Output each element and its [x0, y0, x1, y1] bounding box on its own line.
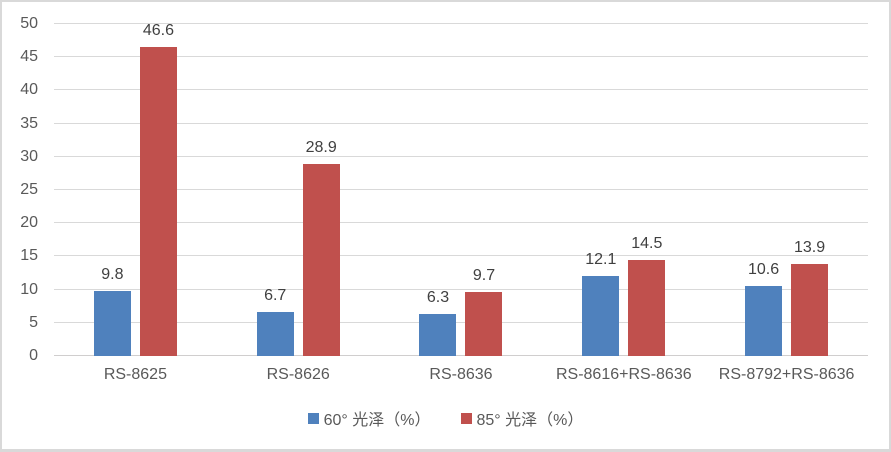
- gridline: [54, 222, 868, 224]
- bar-60deg-gloss: [256, 311, 294, 356]
- category-label: RS-8625: [103, 366, 167, 383]
- bar-value-label: 13.9: [794, 238, 826, 256]
- bar-group: 6.7 28.9: [217, 24, 380, 356]
- bar-group: 12.1 14.5: [542, 24, 705, 356]
- gridline: [54, 288, 868, 290]
- legend-item-60deg-gloss: 60° 光泽（%）: [307, 406, 431, 430]
- x-axis-labels: RS-8625 RS-8626 RS-8636 RS-8616+RS-8636 RS-8…: [54, 366, 868, 384]
- y-tick-label: 15: [20, 247, 38, 265]
- bar-value-label: 9.8: [101, 265, 124, 283]
- bar-value-label: 46.6: [142, 21, 174, 39]
- bar-value-label: 10.6: [748, 260, 780, 278]
- bar-85deg-gloss: [628, 259, 666, 356]
- gridline: [54, 321, 868, 323]
- legend: 60° 光泽（%） 85° 光泽（%）: [2, 406, 889, 430]
- category-label: RS-8636: [429, 366, 493, 383]
- legend-label-60deg: 60° 光泽（%）: [323, 412, 431, 429]
- bar-60deg-gloss: [745, 285, 783, 356]
- bar-60deg-gloss: [582, 275, 620, 356]
- bar-value-label: 6.7: [264, 286, 287, 304]
- bar-value-label: 14.5: [631, 234, 663, 252]
- bar-value-label: 9.7: [472, 266, 496, 284]
- bar-wrap-60deg-gloss: 6.7: [256, 287, 294, 356]
- category-label: RS-8616+RS-8636: [555, 366, 692, 383]
- y-tick-label: 25: [20, 181, 38, 198]
- y-tick-label: 5: [29, 313, 38, 331]
- legend-swatch-85deg-icon: [460, 412, 472, 424]
- y-tick-label: 10: [20, 280, 38, 298]
- y-tick-label: 45: [20, 48, 38, 66]
- gridline: [54, 122, 868, 124]
- bar-60deg-gloss: [93, 290, 131, 356]
- bar-group: 9.8 46.6: [54, 22, 217, 356]
- gridline: [54, 189, 868, 190]
- bar-group: 10.6 13.9: [705, 24, 868, 356]
- y-tick-label: 0: [29, 347, 38, 364]
- bar-85deg-gloss: [465, 291, 503, 356]
- bar-85deg-gloss: [302, 164, 340, 356]
- gridline: [54, 89, 868, 91]
- bar-wrap-85deg-gloss: 46.6: [139, 22, 177, 356]
- y-tick-label: 30: [20, 147, 38, 165]
- bar-wrap-60deg-gloss: 10.6: [745, 261, 783, 356]
- gridline: [54, 56, 868, 58]
- bar-85deg-gloss: [791, 263, 829, 356]
- bar-85deg-gloss: [139, 46, 177, 356]
- gridline: [54, 155, 868, 157]
- y-tick-label: 35: [20, 114, 38, 132]
- gridline: [54, 255, 868, 257]
- bar-value-label: 6.3: [426, 289, 450, 307]
- bar-wrap-60deg-gloss: 12.1: [582, 251, 620, 356]
- y-tick-label: 40: [20, 81, 38, 99]
- bar-value-label: 28.9: [305, 139, 337, 157]
- bar-wrap-60deg-gloss: 6.3: [419, 289, 457, 356]
- bar-60deg-gloss: [419, 314, 457, 356]
- x-axis-line: [54, 355, 868, 356]
- y-tick-label: 50: [20, 15, 38, 32]
- legend-label-85deg: 85° 光泽（%）: [476, 412, 584, 429]
- category-label: RS-8626: [266, 366, 330, 383]
- bar-wrap-85deg-gloss: 13.9: [791, 239, 829, 356]
- y-tick-label: 20: [20, 214, 38, 232]
- bar-groups: 9.8 46.6 6.7 28.9 6.3 9.7 12.1 14.5 10.6 13.9: [54, 22, 868, 356]
- category-label: RS-8792+RS-8636: [718, 366, 855, 383]
- gridline: [54, 23, 868, 24]
- bar-group: 6.3 9.7: [380, 24, 543, 356]
- bar-wrap-60deg-gloss: 9.8: [93, 266, 131, 356]
- bar-wrap-85deg-gloss: 28.9: [302, 139, 340, 356]
- y-axis-ticks: 0 5 10 15 20 25 30 35 40 45 50: [2, 15, 38, 364]
- plot-area: 9.8 46.6 6.7 28.9 6.3 9.7 12.1 14.5 10.6 13.9: [54, 22, 868, 356]
- legend-item-85deg-gloss: 85° 光泽（%）: [460, 406, 584, 430]
- legend-swatch-60deg-icon: [307, 412, 319, 424]
- bar-value-label: 12.1: [585, 250, 617, 268]
- bar-wrap-85deg-gloss: 9.7: [465, 267, 503, 356]
- bar-wrap-85deg-gloss: 14.5: [628, 235, 666, 356]
